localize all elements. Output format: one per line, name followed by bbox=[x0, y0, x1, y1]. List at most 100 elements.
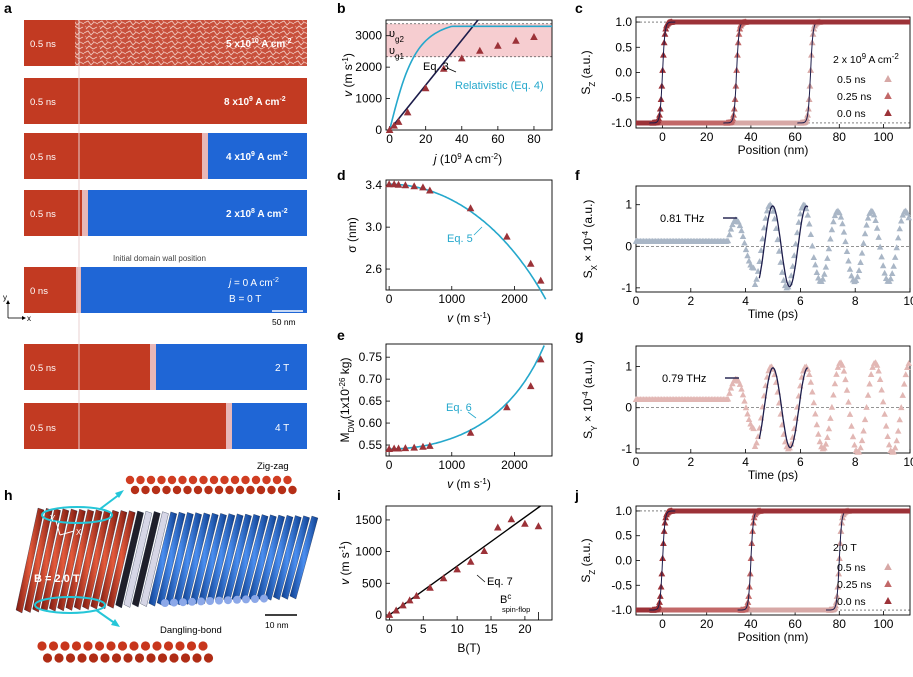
x-tick-label: 0 bbox=[386, 292, 393, 306]
signal-point bbox=[843, 386, 851, 393]
signal-point bbox=[757, 247, 765, 253]
spin-rod bbox=[140, 511, 169, 607]
data-point bbox=[419, 442, 427, 450]
signal-point bbox=[890, 262, 897, 269]
fit-curve bbox=[649, 21, 676, 124]
x-tick-label: 100 bbox=[873, 617, 893, 631]
data-point bbox=[534, 522, 543, 530]
x-tick-label: 10 bbox=[903, 294, 913, 308]
signal-point bbox=[878, 386, 885, 393]
signal-point bbox=[852, 277, 860, 284]
data-point bbox=[410, 443, 418, 451]
y-tick-label: -0.5 bbox=[611, 91, 632, 105]
signal-point bbox=[854, 273, 861, 280]
signal-point bbox=[807, 378, 815, 385]
signal-point bbox=[864, 214, 872, 221]
atom bbox=[272, 475, 282, 485]
atom bbox=[134, 653, 145, 663]
x-axis-label: Position (nm) bbox=[738, 143, 809, 157]
signal-point bbox=[881, 269, 888, 276]
atom bbox=[178, 475, 187, 485]
signal-point bbox=[753, 439, 760, 446]
signal-point bbox=[830, 218, 837, 225]
data-point bbox=[412, 591, 421, 599]
chart-d: 0 1000 2000 2.6 3.0 3.4 Eq. 5 σ (nm) v (m s-1) bbox=[345, 178, 553, 325]
signal-point bbox=[789, 262, 796, 269]
signal-point bbox=[804, 211, 812, 218]
strip-1-label: 5 x1010 A cm-2 bbox=[226, 38, 292, 50]
signal-point bbox=[794, 229, 801, 236]
y-tick-label: 0.75 bbox=[359, 350, 383, 364]
signal-point bbox=[902, 371, 909, 378]
strip-2-label: 8 x109 A cm-2 bbox=[224, 96, 286, 108]
signal-point bbox=[855, 448, 863, 455]
atom bbox=[242, 595, 250, 604]
atom bbox=[157, 475, 166, 485]
signal-point bbox=[863, 221, 870, 228]
strip-1: 0.5 ns 5 x1010 A cm-2 bbox=[24, 20, 307, 66]
x-axis-label: Time (ps) bbox=[748, 468, 798, 482]
fit-curve bbox=[649, 510, 676, 611]
signal-point bbox=[759, 235, 766, 242]
atom bbox=[197, 597, 205, 606]
signal-point bbox=[861, 416, 869, 423]
atom bbox=[146, 475, 156, 485]
data-point bbox=[507, 515, 516, 523]
data-point bbox=[390, 121, 398, 129]
data-point bbox=[466, 557, 475, 565]
signal-point bbox=[756, 258, 763, 265]
panel-label-e: e bbox=[337, 327, 345, 343]
plot-frame bbox=[385, 505, 553, 621]
signal-point bbox=[807, 231, 815, 238]
legend-label: 0.5 ns bbox=[837, 562, 866, 574]
signal-point bbox=[769, 207, 777, 214]
x-tick-label: 5 bbox=[420, 622, 427, 636]
signal-point bbox=[845, 398, 852, 405]
atom bbox=[256, 485, 266, 495]
signal-point bbox=[738, 227, 745, 234]
spin-rod bbox=[123, 510, 153, 608]
atom bbox=[94, 641, 105, 651]
strip-5-label-b: B = 0 T bbox=[229, 294, 261, 305]
signal-point bbox=[741, 239, 748, 246]
data-point bbox=[394, 444, 403, 452]
panel-label-h: h bbox=[4, 487, 13, 503]
panel-label-c: c bbox=[575, 0, 583, 16]
atom bbox=[251, 595, 259, 603]
signal-point bbox=[887, 275, 894, 282]
signal-point bbox=[875, 233, 882, 240]
signal-point bbox=[839, 220, 846, 227]
signal-point bbox=[894, 234, 902, 241]
spin-rod bbox=[90, 509, 119, 610]
data-point bbox=[480, 546, 489, 554]
y-tick-label: 1.0 bbox=[615, 15, 632, 29]
signal-point bbox=[744, 252, 751, 259]
y-tick-label: 1500 bbox=[355, 513, 382, 527]
spin-rod bbox=[148, 511, 177, 607]
y-tick-label: 0.5 bbox=[615, 529, 632, 543]
data-point bbox=[503, 403, 511, 411]
signal-point bbox=[893, 437, 900, 444]
x-tick-label: 80 bbox=[833, 617, 847, 631]
arrow-to-zigzag bbox=[99, 493, 121, 510]
signal-point bbox=[806, 371, 813, 378]
spin-rod bbox=[165, 512, 194, 606]
strip-3: 0.5 ns 4 x109 A cm-2 bbox=[24, 133, 307, 179]
signal-point bbox=[819, 275, 827, 282]
y-tick-label: 1000 bbox=[355, 92, 382, 106]
strip-7-time: 0.5 ns bbox=[30, 423, 56, 434]
y-tick-label: 0.55 bbox=[359, 438, 383, 452]
x-tick-label: 8 bbox=[852, 455, 859, 469]
scale-bar-10nm: 10 nm bbox=[265, 620, 289, 630]
y-tick-label: 3000 bbox=[355, 29, 382, 43]
atom bbox=[262, 475, 271, 485]
atom bbox=[214, 485, 224, 495]
signal-point bbox=[742, 404, 750, 411]
eq3-line bbox=[388, 19, 479, 131]
signal-point bbox=[827, 414, 834, 421]
signal-point bbox=[896, 225, 903, 232]
velocity-band bbox=[386, 23, 552, 57]
atom bbox=[123, 653, 133, 663]
eq7-line bbox=[388, 505, 541, 616]
signal-point bbox=[760, 224, 768, 231]
